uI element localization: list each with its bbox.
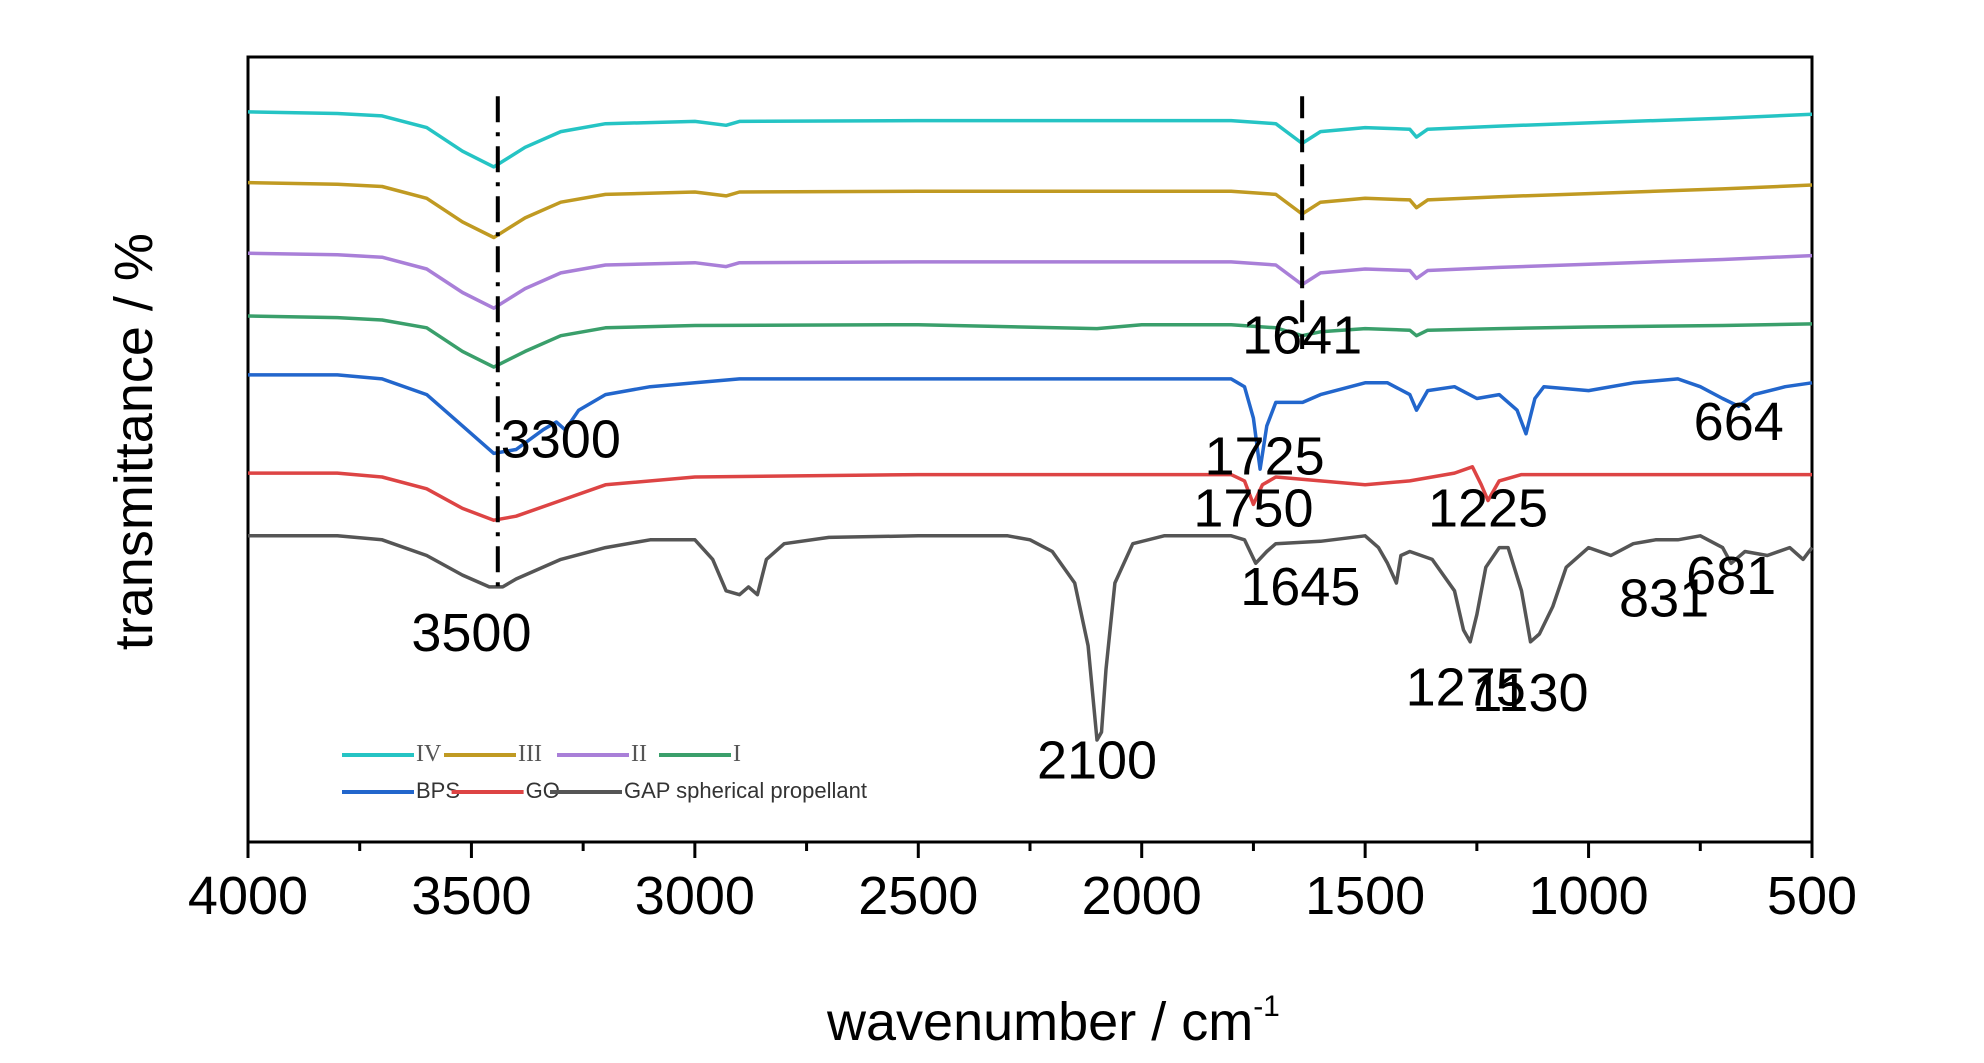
peak-label-1: 3300 <box>501 409 621 469</box>
series-layer <box>247 110 1814 742</box>
peak-label-4: 1750 <box>1193 478 1313 538</box>
peak-label-11: 1130 <box>1472 663 1588 723</box>
peak-label-10: 1275 <box>1406 657 1526 717</box>
series-line-3 <box>247 314 1813 369</box>
series-line-2 <box>247 251 1813 310</box>
x-tick-label-2: 3000 <box>635 866 755 926</box>
legend-label-1-2: GAP spherical propellant <box>624 778 867 803</box>
peak-label-5: 1225 <box>1428 478 1548 538</box>
series-line-1 <box>247 180 1813 240</box>
peak-label-0: 1641 <box>1242 306 1362 366</box>
legend-label-0-0: IV <box>416 741 442 767</box>
series-line-4 <box>248 373 1813 471</box>
peak-label-12: 2100 <box>1037 730 1157 790</box>
x-tick-label-6: 1000 <box>1529 866 1649 926</box>
reference-lines <box>495 96 1305 595</box>
y-axis-title: transmittance / % <box>104 233 164 650</box>
legend-label-0-2: II <box>631 741 647 767</box>
peak-label-3: 664 <box>1694 392 1784 452</box>
x-tick-label-0: 4000 <box>188 866 308 926</box>
x-tick-label-5: 1500 <box>1305 866 1425 926</box>
peak-label-8: 831 <box>1619 569 1709 629</box>
x-tick-label-7: 500 <box>1767 866 1857 926</box>
legend-label-0-1: III <box>518 741 542 767</box>
x-tick-label-4: 2000 <box>1082 866 1202 926</box>
x-axis-title: wavenumber / cm-1 <box>826 990 1280 1052</box>
x-tick-label-3: 2500 <box>858 866 978 926</box>
x-axis-ticks: 4000 3500 3000 2500 2000 1500 1000 500 <box>188 842 1857 926</box>
peak-label-9: 3500 <box>411 603 531 663</box>
peak-label-7: 681 <box>1686 546 1776 606</box>
plot-frame <box>246 55 1814 844</box>
peak-label-6: 1645 <box>1240 557 1360 617</box>
series-line-0 <box>247 110 1813 169</box>
series-line-6 <box>248 534 1814 742</box>
x-tick-label-1: 3500 <box>411 866 531 926</box>
peak-label-2: 1725 <box>1205 427 1325 487</box>
legend-label-0-3: I <box>733 741 741 767</box>
series-line-5 <box>248 465 1812 522</box>
